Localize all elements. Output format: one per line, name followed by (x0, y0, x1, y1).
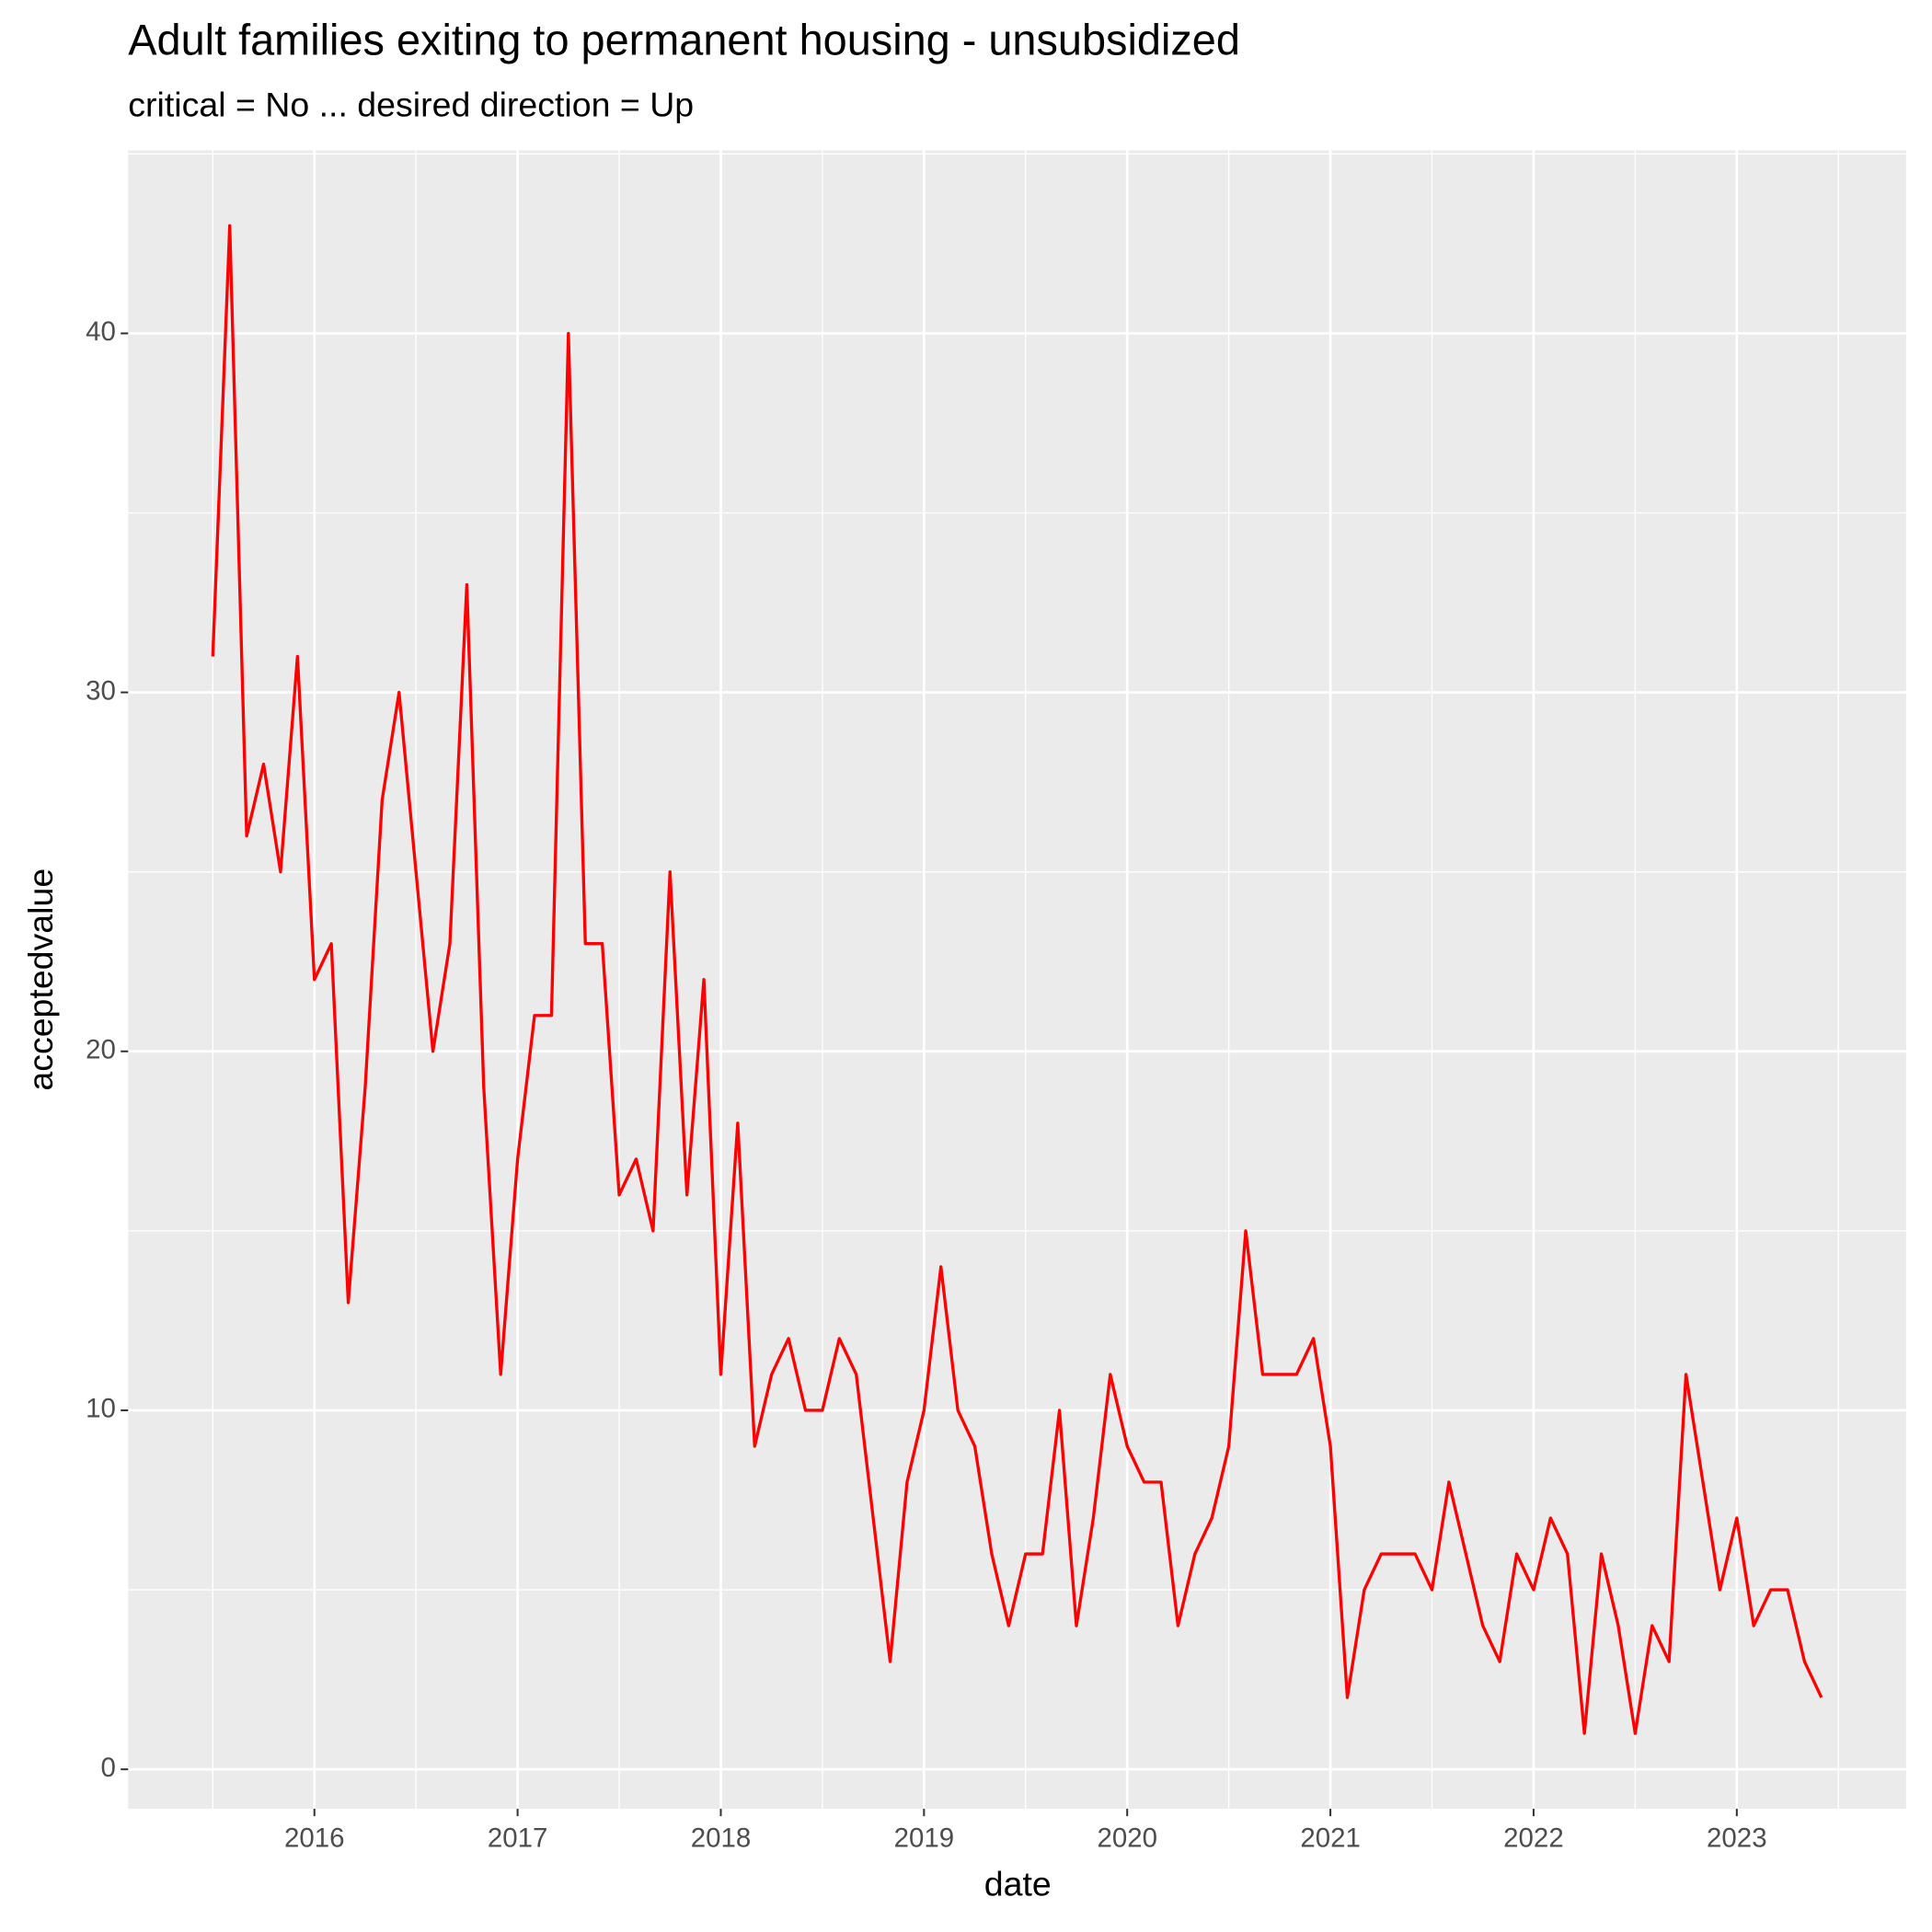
plot-panel (128, 150, 1906, 1810)
y-tick-label: 40 (86, 316, 116, 347)
y-axis-title: acceptedvalue (21, 868, 60, 1091)
x-axis-title: date (984, 1864, 1052, 1903)
y-tick-label: 20 (86, 1035, 116, 1065)
x-tick-label: 2016 (284, 1823, 345, 1853)
chart-subtitle: critical = No ... desired direction = Up (128, 85, 694, 123)
x-tick-label: 2022 (1503, 1823, 1564, 1853)
y-tick-label: 30 (86, 675, 116, 706)
chart-title: Adult families exiting to permanent hous… (128, 16, 1240, 63)
x-tick-label: 2021 (1300, 1823, 1361, 1853)
data-line (211, 224, 1823, 1735)
x-tick-label: 2019 (894, 1823, 955, 1853)
x-tick-label: 2020 (1097, 1823, 1157, 1853)
y-tick-label: 10 (86, 1394, 116, 1424)
x-tick-label: 2023 (1707, 1823, 1767, 1853)
x-tick-label: 2017 (488, 1823, 548, 1853)
x-tick-label: 2018 (691, 1823, 752, 1853)
y-tick-label: 0 (101, 1753, 116, 1783)
